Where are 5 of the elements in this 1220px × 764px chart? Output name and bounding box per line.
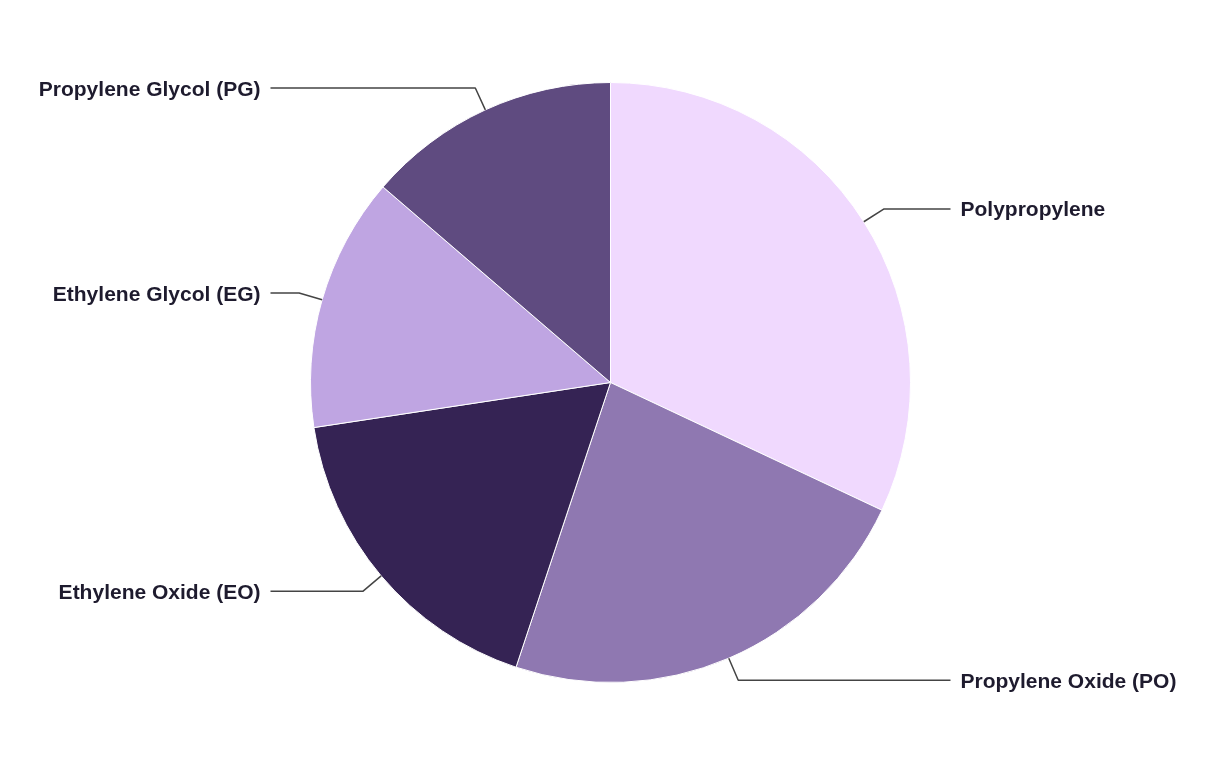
slice-label: Ethylene Glycol (EG) bbox=[52, 281, 261, 305]
slice-label: Propylene Glycol (PG) bbox=[38, 76, 261, 100]
slice-label: Propylene Oxide (PO) bbox=[960, 668, 1177, 692]
slice-label: Ethylene Oxide (EO) bbox=[58, 579, 261, 603]
slice-label: Polypropylene bbox=[960, 197, 1106, 221]
